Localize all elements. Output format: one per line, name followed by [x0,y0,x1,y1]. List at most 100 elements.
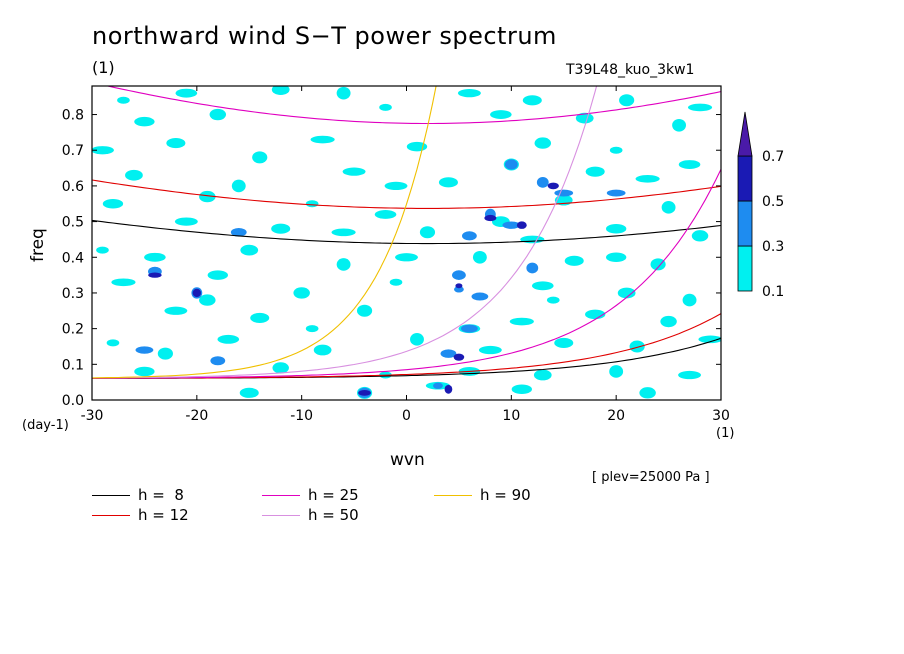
spectrum-blob-level-0.1 [379,371,392,379]
spectrum-blob-level-0.1 [336,258,351,271]
spectrum-blob-level-0.1 [125,169,143,181]
legend-swatch [92,515,130,516]
spectrum-blob-level-0.1 [217,334,240,344]
spectrum-blob-level-0.1 [117,96,130,104]
legend-label: h = 8 [138,486,184,504]
spectrum-blob-level-0.3 [358,387,371,398]
spectrum-blob-level-0.1 [106,339,120,347]
spectrum-blob-level-0.1 [313,344,332,356]
spectrum-blob-level-0.5 [484,214,497,222]
colorbar-segment [737,155,753,202]
spectrum-blob-level-0.1 [164,306,188,315]
y-tick-label: 0.6 [62,179,84,195]
spectrum-blob-level-0.1 [629,340,645,353]
y-tick-label: 0.3 [62,286,84,302]
x-tick-label: 10 [502,408,520,424]
x-axis-unit: (1) [716,426,735,441]
y-axis-label: freq [28,228,48,262]
dispersion-curve-25-lower [92,168,721,379]
spectrum-blob-level-0.1 [491,216,510,227]
spectrum-blob-level-0.1 [650,258,666,271]
spectrum-blob-level-0.1 [134,116,155,127]
spectrum-blob-level-0.1 [379,103,392,111]
spectrum-blob-level-0.1 [691,230,709,242]
spectrum-blob-level-0.1 [472,250,487,264]
spectrum-blob-level-0.1 [342,167,366,176]
spectrum-blob-level-0.3 [502,221,521,229]
x-axis-label: wvn [390,450,425,470]
spectrum-blob-level-0.1 [564,255,584,266]
spectrum-blob-level-0.1 [458,324,481,334]
dispersion-curve-50-lower [92,86,598,379]
spectrum-blob-level-0.1 [166,138,186,149]
spectrum-blob-level-0.1 [678,160,701,169]
dispersion-curve-50-upper [92,0,721,9]
spectrum-blob-level-0.1 [609,146,623,154]
colorbar-label: 0.5 [762,194,784,210]
spectrum-blob-level-0.1 [546,296,560,304]
colorbar-label: 0.7 [762,149,784,165]
spectrum-blob-level-0.3 [440,349,457,358]
spectrum-blob-level-0.1 [305,325,319,333]
x-tick-label: 30 [712,408,730,424]
x-tick-label: -10 [290,408,313,424]
y-axis-unit: (day-1) [22,418,69,433]
spectrum-blob-level-0.1 [438,177,458,188]
spectrum-blob-level-0.1 [660,315,677,328]
spectrum-blob-level-0.5 [358,389,371,396]
x-tick-label: 0 [402,408,411,424]
spectrum-blob-level-0.1 [609,365,624,378]
spectrum-blob-level-0.1 [305,200,319,208]
spectrum-blob-level-0.3 [191,287,203,299]
spectrum-blob-level-0.1 [678,370,701,380]
spectrum-blob-level-0.5 [192,288,202,298]
spectrum-blob-level-0.1 [395,253,418,262]
legend-swatch [262,495,300,496]
dispersion-curve-8-upper [92,219,721,245]
spectrum-blob-level-0.1 [503,158,519,171]
spectrum-blob-level-0.1 [111,278,136,287]
spectrum-blob-level-0.1 [554,337,574,348]
spectrum-blob-level-0.1 [575,112,594,124]
spectrum-blob-level-0.1 [96,246,109,254]
spectrum-blob-level-0.1 [207,270,228,280]
spectrum-blob-level-0.3 [461,324,478,333]
colorbar-segment [737,245,753,292]
spectrum-blob-level-0.1 [389,278,403,286]
spectrum-blob-level-0.1 [682,293,697,307]
spectrum-blob-level-0.1 [356,304,373,317]
y-tick-label: 0.1 [62,357,84,373]
spectrum-blob-level-0.1 [175,88,198,98]
spectrum-blob-level-0.1 [250,312,270,323]
spectrum-blob-level-0.1 [617,287,636,299]
spectrum-blob-level-0.1 [509,317,534,326]
spectrum-blob-level-0.1 [336,86,351,100]
chart-title: northward wind S−T power spectrum [92,22,557,50]
spectrum-blob-level-0.1 [457,89,481,98]
spectrum-blob-level-0.5 [148,272,162,278]
spectrum-blob-level-0.1 [157,347,173,360]
spectrum-blob-level-0.1 [199,190,216,203]
spectrum-blob-level-0.3 [230,228,247,237]
spectrum-blob-level-0.1 [533,369,552,381]
spectrum-blob-level-0.1 [134,366,155,377]
spectrum-blob-level-0.1 [144,252,166,262]
spectrum-blob-level-0.1 [522,95,542,106]
y-tick-label: 0.4 [62,250,84,266]
legend-label: h = 50 [308,506,359,524]
spectrum-blob-level-0.3 [504,159,518,170]
spectrum-blob-level-0.5 [453,353,465,361]
experiment-label: T39L48_kuo_3kw1 [566,62,695,78]
y-tick-label: 0.5 [62,215,84,231]
spectrum-blob-level-0.1 [520,235,545,244]
spectrum-blob-level-0.5 [547,182,559,190]
spectrum-blob-level-0.1 [606,223,627,234]
legend-swatch [262,515,300,516]
legend-label: h = 90 [480,486,531,504]
spectrum-blob-level-0.1 [410,333,424,346]
spectrum-blob-level-0.1 [252,151,268,164]
dispersion-curve-25-upper [105,86,721,125]
spectrum-blob-level-0.3 [148,266,162,277]
chart-subtitle-left: (1) [92,58,115,77]
